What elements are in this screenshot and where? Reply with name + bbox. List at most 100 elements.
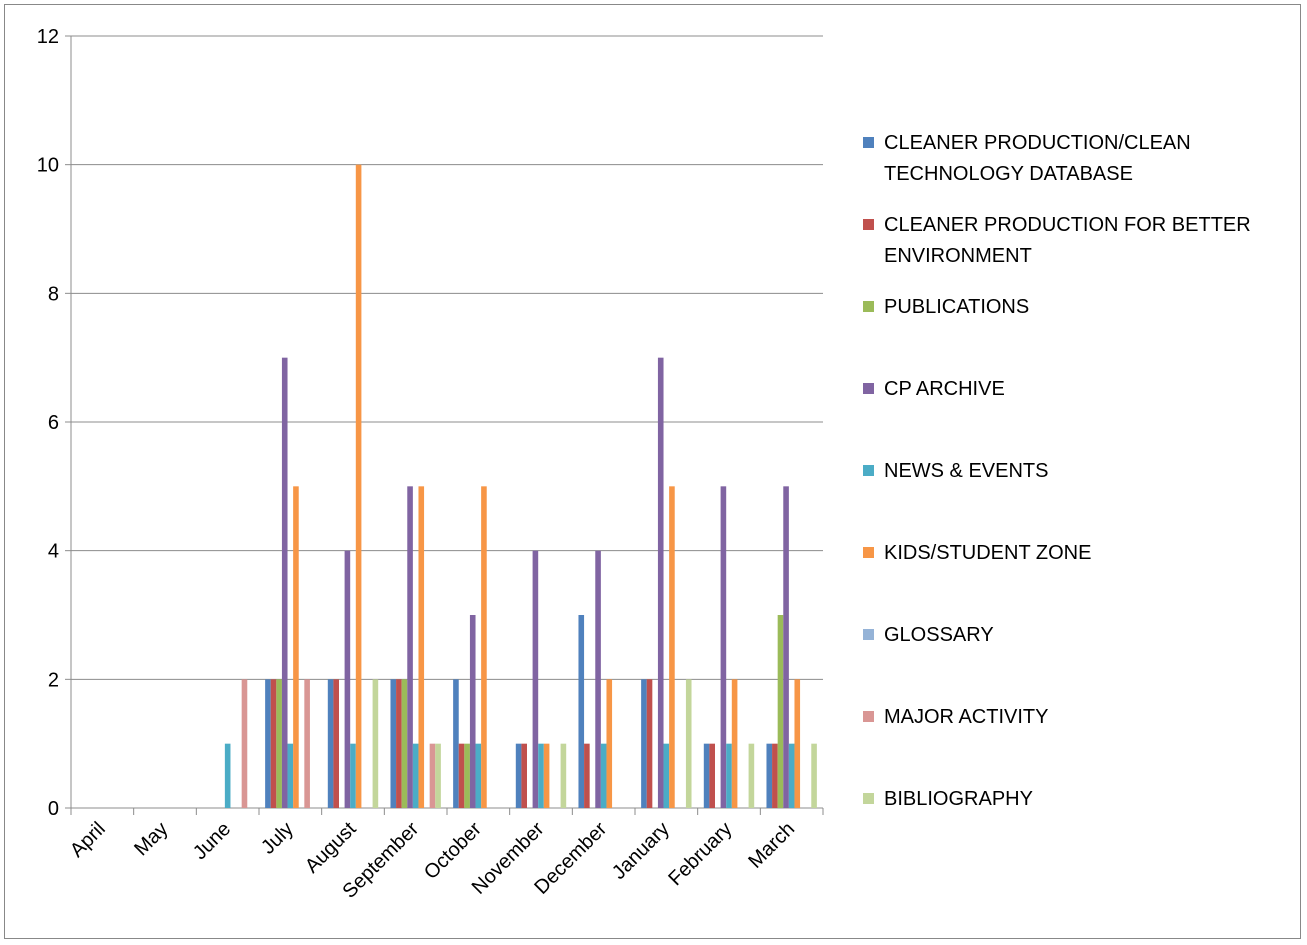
bar xyxy=(276,679,282,808)
legend-label: CLEANER PRODUCTION/CLEAN xyxy=(884,132,1191,154)
legend-swatch xyxy=(863,219,874,230)
legend-label: MAJOR ACTIVITY xyxy=(884,706,1048,728)
bar xyxy=(350,743,356,808)
bar xyxy=(685,679,692,808)
axes xyxy=(65,35,824,815)
x-tick-label: February xyxy=(664,818,736,890)
legend-label: ENVIRONMENT xyxy=(884,245,1032,267)
bar xyxy=(578,615,585,808)
bar xyxy=(355,164,362,809)
legend-item: NEWS & EVENTS xyxy=(863,460,1048,482)
bar xyxy=(726,743,732,808)
bar xyxy=(372,679,379,808)
y-tick-label: 10 xyxy=(37,155,59,177)
bar xyxy=(788,743,795,808)
y-tick-label: 4 xyxy=(48,541,59,563)
x-tick-label: August xyxy=(301,818,361,878)
bar xyxy=(293,486,299,808)
x-tick-label: July xyxy=(257,818,298,859)
bar xyxy=(748,743,755,808)
bar xyxy=(657,357,664,808)
bar xyxy=(720,486,727,808)
bar xyxy=(538,743,544,808)
bar xyxy=(709,743,715,808)
bar xyxy=(270,679,277,808)
bar xyxy=(663,743,670,808)
bar xyxy=(241,679,248,808)
bar xyxy=(515,743,522,808)
legend-label: CLEANER PRODUCTION FOR BETTER xyxy=(884,214,1251,236)
bar xyxy=(429,743,436,808)
legend-item: BIBLIOGRAPHY xyxy=(863,788,1033,810)
bar xyxy=(469,615,476,808)
bar xyxy=(766,743,773,808)
bar xyxy=(412,743,419,808)
legend-swatch xyxy=(863,711,874,722)
x-tick-label: April xyxy=(66,818,110,862)
bar xyxy=(560,743,567,808)
bar xyxy=(224,743,231,808)
y-tick-label: 6 xyxy=(48,412,59,434)
y-tick-label: 12 xyxy=(37,26,59,48)
bar xyxy=(464,743,470,808)
bars xyxy=(224,164,817,809)
bar xyxy=(521,743,527,808)
y-tick-label: 8 xyxy=(48,283,59,305)
legend-swatch xyxy=(863,383,874,394)
legend-label: PUBLICATIONS xyxy=(884,296,1029,318)
legend-swatch xyxy=(863,547,874,558)
bar xyxy=(327,679,334,808)
bar xyxy=(595,550,601,808)
legend: CLEANER PRODUCTION/CLEAN TECHNOLOGY DATAB… xyxy=(863,132,1251,810)
legend-label: KIDS/STUDENT ZONE xyxy=(884,542,1091,564)
bar xyxy=(401,679,408,808)
bar xyxy=(811,743,817,808)
legend-label: NEWS & EVENTS xyxy=(884,460,1048,482)
bar xyxy=(475,743,482,808)
bar xyxy=(731,679,738,808)
legend-label: CP ARCHIVE xyxy=(884,378,1005,400)
gridlines xyxy=(71,35,823,680)
bar xyxy=(543,743,550,808)
bar xyxy=(641,679,647,808)
bar xyxy=(703,743,710,808)
bar xyxy=(584,743,590,808)
x-tick-label: March xyxy=(744,818,799,873)
legend-swatch xyxy=(863,793,874,804)
bar xyxy=(396,679,402,808)
legend-item: CP ARCHIVE xyxy=(863,378,1005,400)
legend-swatch xyxy=(863,629,874,640)
x-tick-labels: April May June July AugustSeptemberOctoberNo… xyxy=(66,818,799,903)
y-tick-label: 0 xyxy=(48,798,59,820)
bar xyxy=(532,550,539,808)
legend-label: TECHNOLOGY DATABASE xyxy=(884,163,1133,185)
y-tick-labels: 0 2 4 6 8 10 12 xyxy=(37,26,59,820)
legend-item: CLEANER PRODUCTION FOR BETTER ENVIRONMENT xyxy=(863,214,1251,267)
chart-frame: 0 2 4 6 8 10 12 April May June July August Septembe… xyxy=(4,4,1301,939)
bar xyxy=(333,679,339,808)
bar xyxy=(390,679,397,808)
x-tick-label: May xyxy=(130,818,172,860)
bar xyxy=(265,679,271,808)
legend-item: KIDS/STUDENT ZONE xyxy=(863,542,1091,564)
legend-swatch xyxy=(863,137,874,148)
legend-swatch xyxy=(863,301,874,312)
bar xyxy=(783,486,789,808)
legend-item: CLEANER PRODUCTION/CLEAN TECHNOLOGY DATAB… xyxy=(863,132,1191,185)
legend-swatch xyxy=(863,465,874,476)
bar xyxy=(304,679,310,808)
bar xyxy=(435,743,441,808)
bar xyxy=(669,486,675,808)
bar xyxy=(281,357,288,808)
bar xyxy=(418,486,425,808)
legend-label: BIBLIOGRAPHY xyxy=(884,788,1033,810)
bar xyxy=(794,679,801,808)
bar xyxy=(772,743,778,808)
bar xyxy=(407,486,413,808)
x-tick-label: June xyxy=(189,818,235,864)
bar xyxy=(453,679,459,808)
bar xyxy=(458,743,465,808)
legend-item: PUBLICATIONS xyxy=(863,296,1029,318)
legend-item: GLOSSARY xyxy=(863,624,994,646)
y-tick-label: 2 xyxy=(48,669,59,691)
